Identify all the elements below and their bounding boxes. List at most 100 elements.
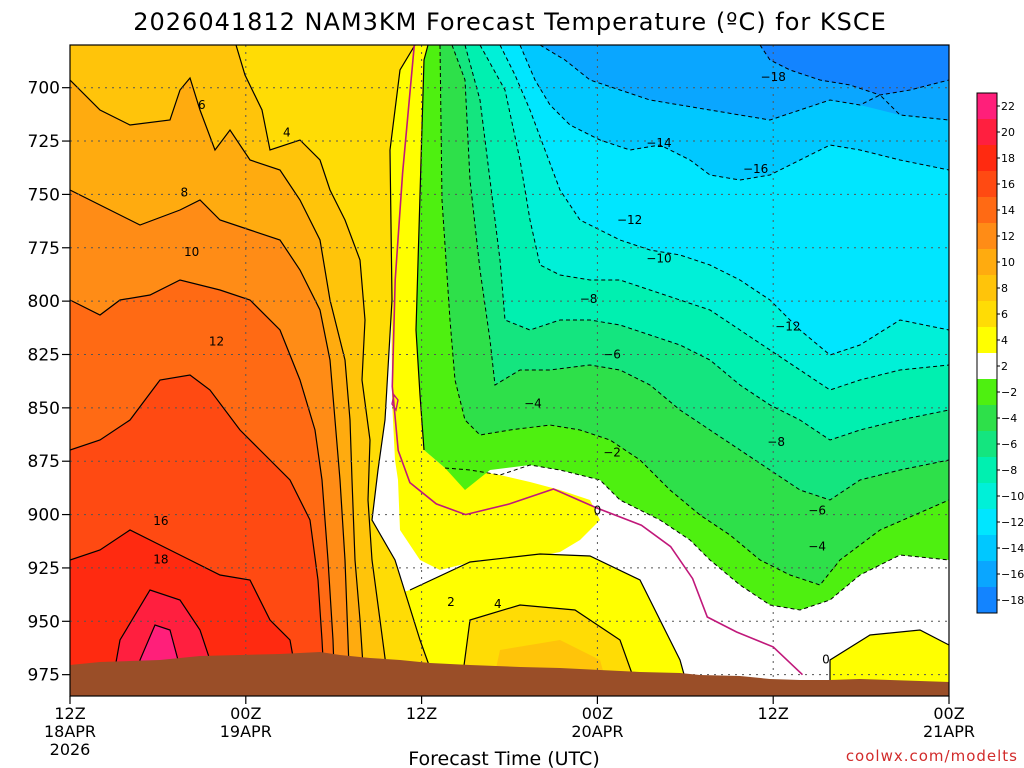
y-tick-label: 775 bbox=[28, 239, 60, 259]
colorbar-swatch bbox=[977, 327, 997, 353]
chart-title: 2026041812 NAM3KM Forecast Temperature (… bbox=[133, 8, 887, 36]
x-tick-label: 20APR bbox=[571, 722, 623, 741]
colorbar-label: 20 bbox=[1001, 126, 1015, 139]
isotherm-8 bbox=[70, 76, 366, 696]
colorbar-swatch bbox=[977, 145, 997, 171]
colorbar-swatch bbox=[977, 457, 997, 483]
contour-label: −8 bbox=[767, 435, 785, 449]
colorbar-swatch bbox=[977, 483, 997, 509]
colorbar-label: 14 bbox=[1001, 204, 1015, 217]
isotherm-minus18 bbox=[759, 45, 949, 96]
colorbar-swatch bbox=[977, 379, 997, 405]
y-axis: 700 725 750 775 800 825 850 875 900 925 950 975 bbox=[28, 79, 70, 686]
contour-label: 4 bbox=[283, 126, 291, 140]
colorbar-swatch bbox=[977, 561, 997, 587]
colorbar-swatch bbox=[977, 353, 997, 379]
x-tick-label: 00Z bbox=[933, 704, 964, 723]
isotherm-6 bbox=[235, 45, 391, 696]
plot-area bbox=[70, 45, 949, 696]
isotherm-12 bbox=[70, 279, 336, 696]
x-tick-label: 2026 bbox=[50, 740, 91, 759]
ground-surface bbox=[70, 652, 949, 696]
contour-labels: 6 4 8 10 12 16 18 2 4 −18 −14 −16 −12 −10 −8 −6 −4 −2 0 −12… bbox=[153, 70, 830, 667]
x-tick-label: 21APR bbox=[923, 722, 975, 741]
colorbar-label: −8 bbox=[1001, 464, 1017, 477]
colorbar-label: 10 bbox=[1001, 256, 1015, 269]
contour-label: −12 bbox=[617, 213, 642, 227]
contour-label: −12 bbox=[775, 320, 800, 334]
isotherm-minus4 bbox=[439, 45, 949, 586]
contour-label: −18 bbox=[761, 70, 786, 84]
contour-label: 0 bbox=[822, 653, 830, 667]
contour-label: −6 bbox=[603, 347, 621, 361]
isotherm-16 bbox=[70, 529, 301, 696]
colorbar-label: 4 bbox=[1001, 334, 1008, 347]
contour-label: 8 bbox=[180, 185, 188, 199]
isotherm-2 bbox=[409, 45, 691, 696]
x-tick-label: 12Z bbox=[54, 704, 85, 723]
isotherm-4 bbox=[371, 45, 641, 696]
y-tick-label: 950 bbox=[28, 612, 60, 632]
colorbar-label: −12 bbox=[1001, 516, 1024, 529]
warm-band-4 bbox=[70, 45, 949, 696]
colorbar-label: −18 bbox=[1001, 594, 1024, 607]
isotherm-minus14 bbox=[519, 45, 949, 181]
y-tick-label: 925 bbox=[28, 559, 60, 579]
cold-band-minus18 bbox=[760, 45, 949, 95]
colorbar-swatch bbox=[977, 587, 997, 613]
x-axis-label: Forecast Time (UTC) bbox=[408, 748, 599, 768]
colorbar-swatch bbox=[977, 301, 997, 327]
credit-text: coolwx.com/modelts bbox=[846, 747, 1018, 765]
colorbar-label: 8 bbox=[1001, 282, 1008, 295]
zero-degree-isotherm-loop bbox=[391, 393, 399, 412]
isotherm-minus16 bbox=[539, 45, 949, 121]
x-tick-label: 18APR bbox=[44, 722, 96, 741]
colorbar-swatch bbox=[977, 119, 997, 145]
colorbar-swatch bbox=[977, 405, 997, 431]
x-tick-label: 00Z bbox=[230, 704, 261, 723]
isotherm-2-east bbox=[829, 629, 949, 696]
x-tick-label: 12Z bbox=[406, 704, 437, 723]
isotherm-minus6 bbox=[451, 45, 949, 501]
colorbar-frame bbox=[976, 92, 998, 614]
colorbar-label: 12 bbox=[1001, 230, 1015, 243]
colorbar-swatch bbox=[977, 93, 997, 119]
contour-label: −4 bbox=[808, 540, 826, 554]
y-tick-label: 825 bbox=[28, 345, 60, 365]
colorbar-swatch bbox=[977, 171, 997, 197]
colorbar-swatch bbox=[977, 275, 997, 301]
colorbar-swatch bbox=[977, 431, 997, 457]
contour-label: −14 bbox=[646, 136, 671, 150]
plot-frame bbox=[69, 44, 950, 697]
colorbar-label: 6 bbox=[1001, 308, 1008, 321]
contour-label: −10 bbox=[646, 251, 671, 265]
isotherm-minus8 bbox=[464, 45, 949, 441]
contour-label: 12 bbox=[209, 335, 224, 349]
x-tick-label: 19APR bbox=[220, 722, 272, 741]
y-tick-label: 800 bbox=[28, 292, 60, 312]
contour-label: 18 bbox=[153, 552, 168, 566]
contour-label: −8 bbox=[580, 292, 598, 306]
colorbar-label: −16 bbox=[1001, 568, 1024, 581]
colorbar: 22 20 18 16 14 12 10 8 6 4 2 −2 −4 −6 −8 −10 −12 −14 −16 −1… bbox=[976, 92, 1024, 614]
colorbar-label: 2 bbox=[1001, 360, 1008, 373]
y-tick-label: 975 bbox=[28, 666, 60, 686]
colorbar-swatch bbox=[977, 197, 997, 223]
y-tick-label: 700 bbox=[28, 79, 60, 99]
isotherm-minus10 bbox=[479, 45, 949, 391]
colorbar-label: 22 bbox=[1001, 100, 1015, 113]
isotherm-14 bbox=[70, 374, 326, 696]
y-tick-label: 750 bbox=[28, 185, 60, 205]
contour-label: −16 bbox=[743, 162, 768, 176]
x-tick-label: 12Z bbox=[758, 704, 789, 723]
zero-degree-isotherm bbox=[391, 45, 804, 676]
colorbar-swatch bbox=[977, 223, 997, 249]
colorbar-label: −10 bbox=[1001, 490, 1024, 503]
colorbar-label: −2 bbox=[1001, 386, 1017, 399]
colorbar-label: 16 bbox=[1001, 178, 1015, 191]
contour-label: 10 bbox=[184, 245, 199, 259]
contour-label: 6 bbox=[198, 98, 206, 112]
contour-label: 4 bbox=[494, 597, 502, 611]
